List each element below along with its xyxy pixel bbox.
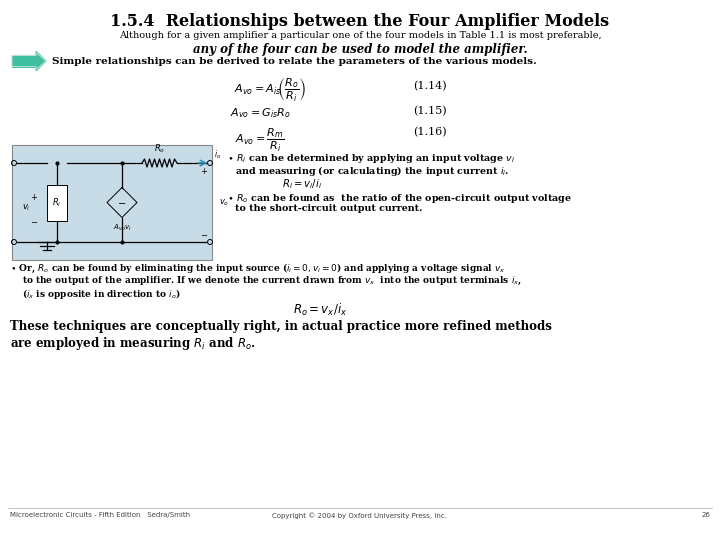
Text: $v_i$: $v_i$ — [22, 202, 30, 213]
FancyArrow shape — [12, 52, 46, 70]
Text: (1.15): (1.15) — [413, 106, 447, 116]
Text: $R_i = v_i / i_i$: $R_i = v_i / i_i$ — [282, 177, 322, 191]
Text: to the output of the amplifier. If we denote the current drawn from $v_x$  into : to the output of the amplifier. If we de… — [22, 275, 522, 287]
Text: (1.16): (1.16) — [413, 127, 447, 137]
Text: and measuring (or calculating) the input current $i_i$.: and measuring (or calculating) the input… — [235, 164, 510, 178]
Text: Although for a given amplifier a particular one of the four models in Table 1.1 : Although for a given amplifier a particu… — [119, 31, 601, 40]
Text: $A_{vo} = \dfrac{R_m}{R_i}$: $A_{vo} = \dfrac{R_m}{R_i}$ — [235, 127, 284, 154]
Text: $-$: $-$ — [117, 198, 127, 207]
Text: $-$: $-$ — [30, 216, 38, 225]
Text: 1.5.4  Relationships between the Four Amplifier Models: 1.5.4 Relationships between the Four Amp… — [110, 13, 610, 30]
Text: $R_i$: $R_i$ — [53, 196, 62, 209]
Text: $v_o$: $v_o$ — [219, 197, 229, 208]
FancyBboxPatch shape — [12, 55, 38, 68]
Text: $\bullet$ Or, $R_o$ can be found by eliminating the input source ($i_i = 0, v_i : $\bullet$ Or, $R_o$ can be found by elim… — [10, 262, 505, 275]
Text: (1.14): (1.14) — [413, 81, 447, 91]
Text: to the short-circuit output current.: to the short-circuit output current. — [235, 204, 423, 213]
Text: Simple relationships can be derived to relate the parameters of the various mode: Simple relationships can be derived to r… — [52, 57, 536, 65]
Text: $R_o$: $R_o$ — [154, 143, 165, 155]
Text: 26: 26 — [701, 512, 710, 518]
Text: $i_o$: $i_o$ — [214, 148, 221, 161]
Text: Microelectronic Circuits - Fifth Edition   Sedra/Smith: Microelectronic Circuits - Fifth Edition… — [10, 512, 190, 518]
Text: $A_{vo} = G_{is}R_o$: $A_{vo} = G_{is}R_o$ — [230, 106, 290, 120]
Text: ($i_x$ is opposite in direction to $i_o$): ($i_x$ is opposite in direction to $i_o$… — [22, 287, 181, 301]
Text: $A_{vo} = A_{is}\!\left(\dfrac{R_o}{R_i}\right)$: $A_{vo} = A_{is}\!\left(\dfrac{R_o}{R_i}… — [234, 77, 306, 104]
Text: Copyright © 2004 by Oxford University Press, Inc.: Copyright © 2004 by Oxford University Pr… — [272, 512, 448, 519]
Text: any of the four can be used to model the amplifier.: any of the four can be used to model the… — [193, 43, 527, 56]
Polygon shape — [36, 51, 46, 71]
FancyBboxPatch shape — [12, 145, 212, 260]
Text: $+$: $+$ — [200, 166, 208, 176]
Text: $-$: $-$ — [200, 230, 208, 239]
Text: are employed in measuring $R_i$ and $R_o$.: are employed in measuring $R_i$ and $R_o… — [10, 335, 256, 352]
Text: These techniques are conceptually right, in actual practice more refined methods: These techniques are conceptually right,… — [10, 320, 552, 333]
Text: $\bullet$ $R_o$ can be found as  the ratio of the open-circuit output voltage: $\bullet$ $R_o$ can be found as the rati… — [227, 192, 572, 205]
Text: $\bullet$ $R_i$ can be determined by applying an input voltage $v_i$: $\bullet$ $R_i$ can be determined by app… — [227, 152, 516, 165]
Text: $R_o = v_x / i_x$: $R_o = v_x / i_x$ — [293, 302, 347, 318]
FancyBboxPatch shape — [47, 185, 67, 220]
Text: $+$: $+$ — [30, 192, 38, 202]
Text: $A_{vo}v_i$: $A_{vo}v_i$ — [112, 222, 131, 233]
